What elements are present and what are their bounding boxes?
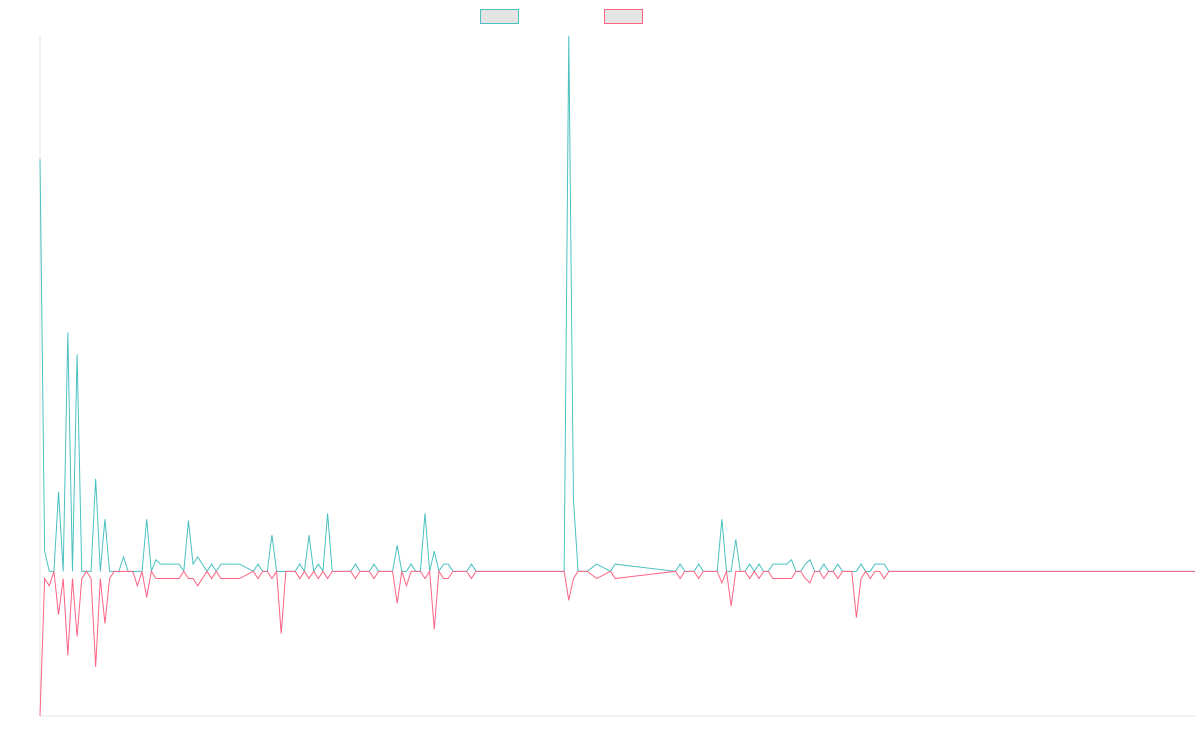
legend-swatch-series-b <box>604 9 643 24</box>
series-line-2 <box>39 569 1195 717</box>
legend <box>0 9 1200 27</box>
series-layer <box>39 35 1195 717</box>
legend-swatch-series-a <box>480 9 519 24</box>
series-line-1 <box>39 35 1195 573</box>
